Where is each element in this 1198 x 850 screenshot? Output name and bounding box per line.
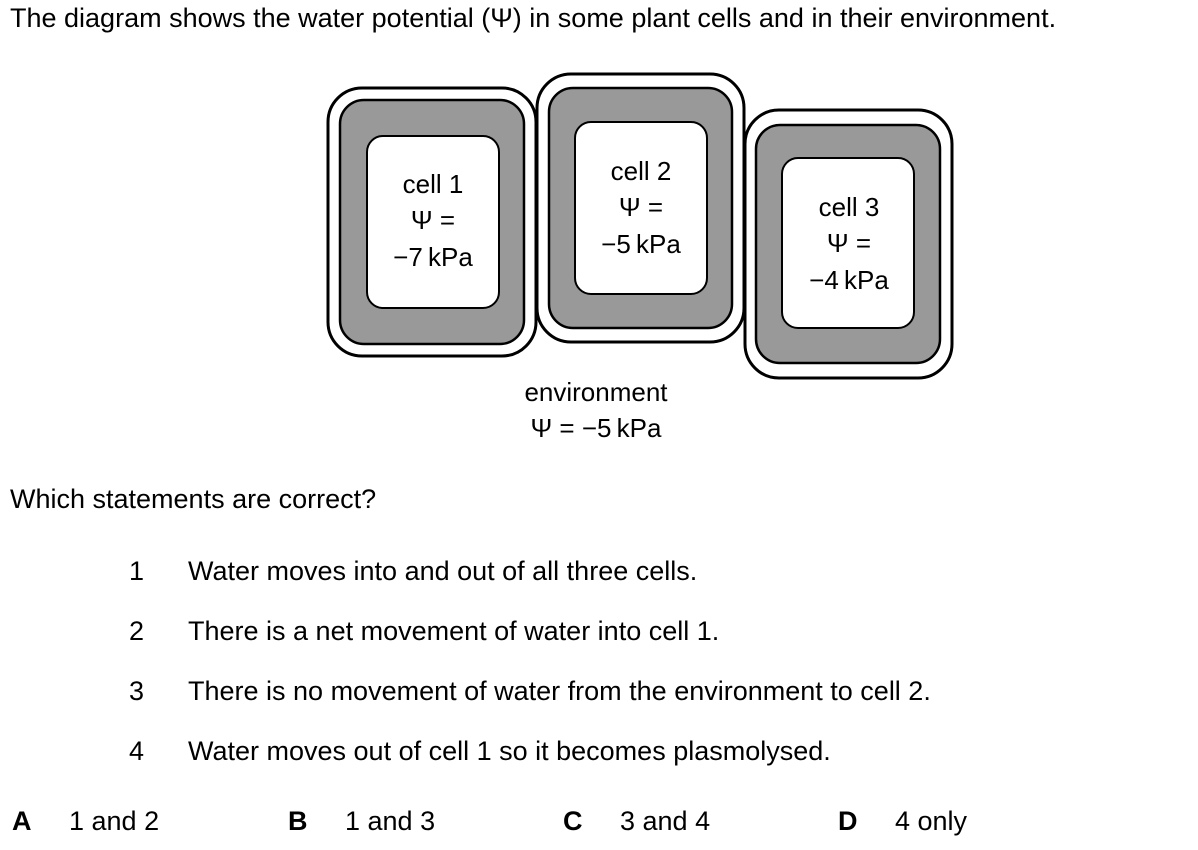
cell-2-psi-label: Ψ = bbox=[619, 192, 663, 222]
cell-3: cell 3 Ψ = −4 kPa bbox=[743, 108, 954, 380]
statement-number: 1 bbox=[129, 556, 145, 586]
cell-1-name: cell 1 bbox=[403, 169, 464, 199]
cell-3-value: −4 kPa bbox=[809, 265, 889, 295]
environment-value: Ψ = −5 kPa bbox=[530, 413, 662, 443]
option-letter: C bbox=[563, 806, 583, 836]
cell-2-vacuole bbox=[574, 121, 708, 295]
option-text: 1 and 3 bbox=[345, 806, 436, 836]
option-text: 3 and 4 bbox=[620, 806, 711, 836]
cell-2-value: −5 kPa bbox=[601, 229, 681, 259]
option-letter: A bbox=[12, 806, 32, 836]
environment-label: environment bbox=[524, 377, 668, 407]
statement-text: There is a net movement of water into ce… bbox=[188, 616, 720, 646]
question-text: Which statements are correct? bbox=[10, 484, 377, 514]
cell-1-vacuole bbox=[366, 135, 500, 309]
statement-number: 3 bbox=[129, 676, 145, 706]
option-text: 1 and 2 bbox=[69, 806, 160, 836]
statement-text: There is no movement of water from the e… bbox=[188, 676, 931, 706]
option-letter: D bbox=[838, 806, 858, 836]
cell-1-psi-label: Ψ = bbox=[411, 205, 455, 235]
plant-cells-diagram: cell 1 Ψ = −7 kPa cell 2 Ψ = −5 kPa cell… bbox=[326, 72, 954, 443]
cell-2-name: cell 2 bbox=[611, 156, 672, 186]
intro-text: The diagram shows the water potential (Ψ… bbox=[10, 3, 1057, 33]
statement-text: Water moves into and out of all three ce… bbox=[188, 556, 698, 586]
cell-2: cell 2 Ψ = −5 kPa bbox=[535, 72, 746, 344]
cell-1: cell 1 Ψ = −7 kPa bbox=[326, 86, 538, 358]
option-letter: B bbox=[288, 806, 308, 836]
cell-1-value: −7 kPa bbox=[393, 242, 473, 272]
option-text: 4 only bbox=[895, 806, 968, 836]
cell-3-vacuole bbox=[781, 157, 915, 329]
statement-number: 2 bbox=[129, 616, 145, 646]
cell-3-psi-label: Ψ = bbox=[827, 228, 871, 258]
statement-number: 4 bbox=[129, 736, 145, 766]
statement-text: Water moves out of cell 1 so it becomes … bbox=[188, 736, 831, 766]
cell-3-name: cell 3 bbox=[819, 192, 880, 222]
